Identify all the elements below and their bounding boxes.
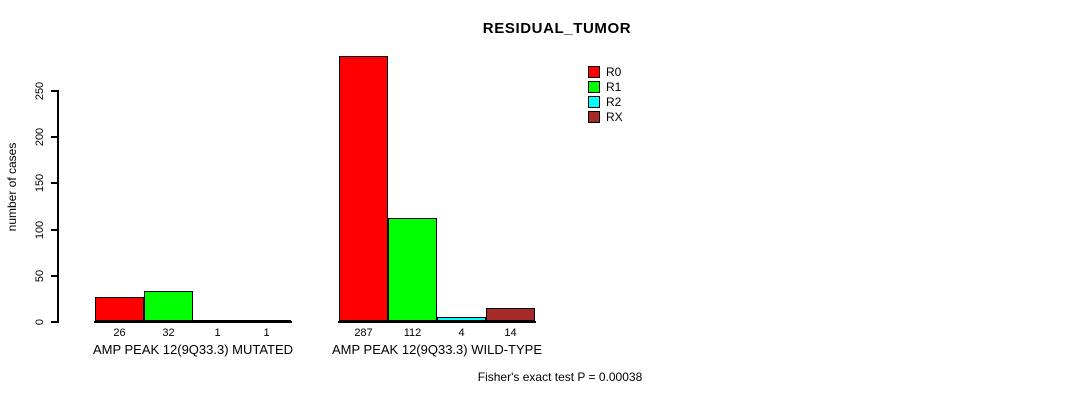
legend-label: R1 (606, 79, 622, 94)
y-axis-tick (51, 274, 57, 277)
bar-value-label: 26 (113, 327, 126, 339)
x-axis-baseline (338, 321, 536, 323)
bar-value-label: 112 (403, 327, 422, 339)
legend-item-r0: R0 (588, 64, 623, 79)
legend-item-r2: R2 (588, 94, 623, 109)
bar-value-label: 14 (504, 327, 517, 339)
bar-r2-group1 (193, 320, 242, 322)
legend-label: RX (606, 109, 623, 124)
bar-value-label: 1 (214, 327, 221, 339)
group-label: AMP PEAK 12(9Q33.3) WILD-TYPE (332, 342, 542, 357)
group-label: AMP PEAK 12(9Q33.3) MUTATED (92, 342, 294, 357)
chart-title: RESIDUAL_TUMOR (482, 20, 632, 37)
bar-r1-group2 (388, 218, 437, 321)
y-axis-tick-label: 50 (34, 269, 46, 282)
y-axis-tick-label: 250 (34, 81, 46, 101)
y-axis-tick-label: 0 (34, 318, 46, 326)
legend: R0 R1 R2 RX (588, 64, 623, 124)
y-axis-label: number of cases (5, 142, 19, 232)
y-axis-line (57, 90, 59, 323)
bar-r0-group1 (95, 297, 144, 321)
x-axis-baseline (94, 321, 292, 323)
legend-label: R0 (606, 64, 622, 79)
bar-value-label: 287 (354, 327, 373, 339)
y-axis-tick (51, 90, 57, 92)
legend-swatch-r2 (588, 95, 600, 108)
legend-swatch-r0 (588, 65, 600, 78)
caption: Fisher's exact test P = 0.00038 (477, 370, 643, 384)
y-axis-tick-label: 200 (34, 128, 46, 147)
bar-value-label: 4 (458, 327, 465, 339)
y-axis-tick (51, 182, 57, 185)
bar-value-label: 1 (263, 327, 270, 339)
legend-label: R2 (606, 94, 622, 109)
y-axis-tick (51, 228, 57, 231)
legend-item-rx: RX (588, 109, 623, 124)
y-axis-tick-label: 150 (34, 174, 46, 193)
bar-rx-group1 (242, 320, 291, 322)
bar-rx-group2 (486, 308, 535, 321)
bar-r0-group2 (339, 56, 388, 321)
legend-swatch-r1 (588, 80, 600, 93)
y-axis-tick (51, 136, 57, 139)
bar-r1-group1 (144, 291, 193, 321)
legend-item-r1: R1 (588, 79, 623, 94)
y-axis-tick (51, 321, 57, 323)
y-axis-tick-label: 100 (34, 220, 46, 239)
bar-value-label: 32 (162, 327, 175, 339)
legend-swatch-rx (588, 110, 600, 123)
bar-r2-group2 (437, 317, 486, 321)
